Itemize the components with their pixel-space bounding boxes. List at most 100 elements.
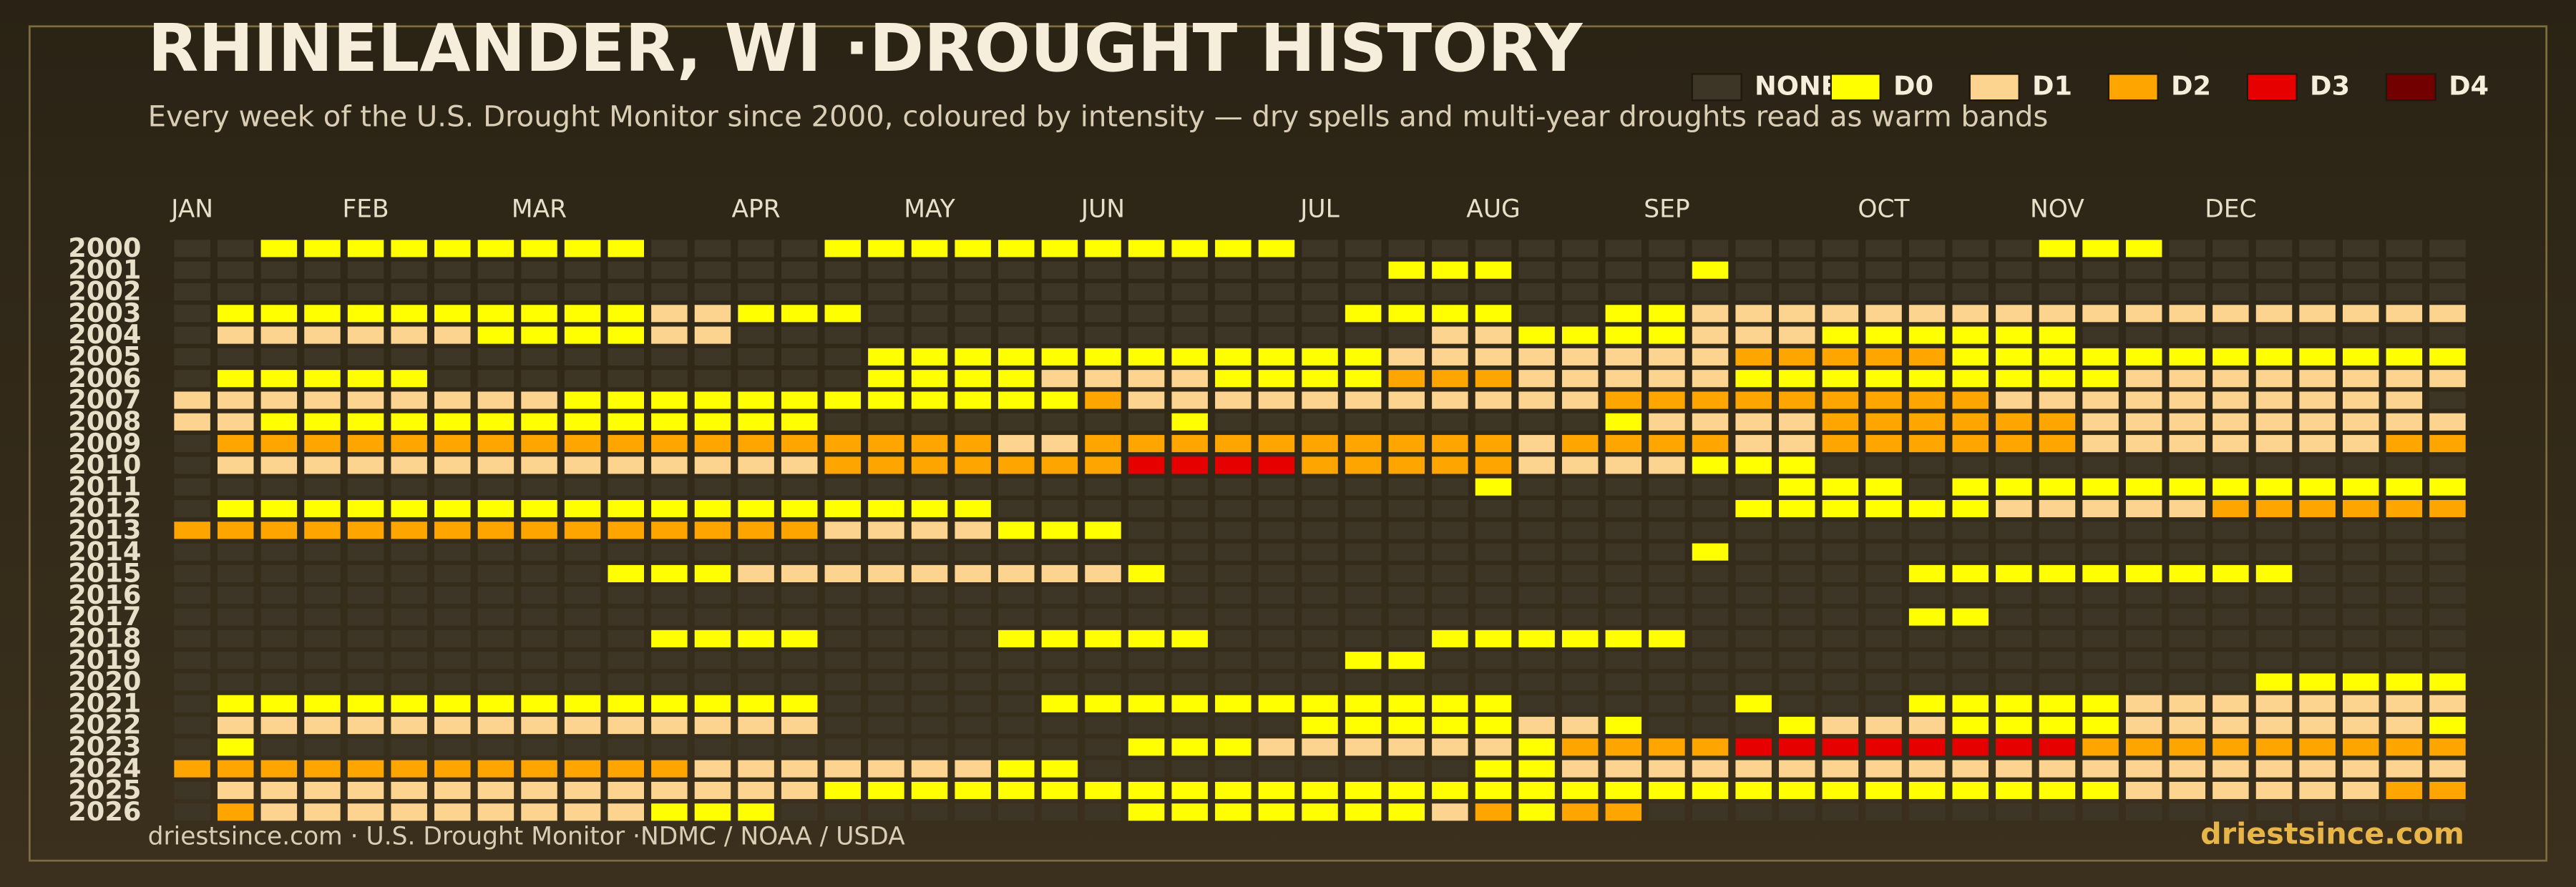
cell	[2169, 673, 2206, 691]
cell	[1908, 305, 1946, 323]
cell	[1432, 587, 1468, 604]
cell	[391, 781, 427, 800]
cell	[1865, 326, 1902, 344]
cell	[824, 521, 862, 539]
cell	[1302, 413, 1338, 431]
cell	[2212, 738, 2249, 756]
cell	[911, 695, 948, 712]
cell	[1128, 435, 1165, 453]
cell	[1561, 652, 1599, 670]
cell	[1215, 478, 1252, 496]
year-label: 2001	[68, 254, 141, 285]
cell	[1345, 240, 1382, 258]
cell	[998, 283, 1035, 301]
cell	[391, 587, 427, 604]
cell	[2125, 781, 2162, 800]
cell	[1561, 413, 1599, 431]
cell	[824, 652, 862, 670]
cell	[1518, 499, 1555, 518]
cell	[1475, 240, 1512, 258]
legend-label: D2	[2171, 70, 2211, 101]
cell	[1475, 608, 1512, 626]
cell	[1649, 499, 1685, 518]
cell	[2342, 564, 2379, 583]
cell	[1388, 326, 1425, 344]
cell	[651, 499, 688, 518]
cell	[2299, 760, 2336, 778]
cell	[1649, 521, 1685, 539]
cell	[1735, 760, 1772, 778]
cell	[477, 717, 514, 735]
cell	[2082, 673, 2119, 691]
cell	[608, 781, 644, 800]
cell	[2169, 564, 2206, 583]
year-label: 2019	[68, 645, 141, 675]
cell	[1085, 370, 1121, 388]
cell	[998, 738, 1035, 756]
cell	[564, 608, 601, 626]
cell	[738, 283, 774, 301]
cell	[2386, 261, 2423, 279]
cell	[1171, 261, 1208, 279]
cell	[1649, 435, 1685, 453]
cell	[1908, 695, 1946, 712]
cell	[1345, 695, 1382, 712]
cell	[1085, 348, 1121, 366]
cell	[217, 413, 254, 431]
cell	[868, 499, 904, 518]
cell	[1822, 608, 1859, 626]
cell	[868, 456, 904, 474]
cell	[2082, 760, 2119, 778]
cell	[2212, 564, 2249, 583]
cell	[868, 478, 904, 496]
cell	[868, 261, 904, 279]
cell	[434, 413, 471, 431]
cell	[2125, 717, 2162, 735]
cell	[2212, 283, 2249, 301]
cell	[1822, 499, 1859, 518]
cell	[1128, 478, 1165, 496]
cell	[824, 326, 862, 344]
cell	[1258, 521, 1295, 539]
cell	[1432, 781, 1468, 800]
cell	[1258, 240, 1295, 258]
cell	[217, 240, 254, 258]
cell	[1952, 717, 1989, 735]
cell	[2429, 652, 2466, 670]
cell	[1085, 326, 1121, 344]
cell	[1041, 261, 1078, 279]
cell	[1215, 499, 1252, 518]
cell	[2212, 240, 2249, 258]
cell	[824, 587, 862, 604]
cell	[1388, 629, 1425, 647]
cell	[434, 587, 471, 604]
cell	[1822, 240, 1859, 258]
cell	[1996, 499, 2032, 518]
cell	[2342, 608, 2379, 626]
chart-title: RHINELANDER, WI ·DROUGHT HISTORY	[148, 10, 1584, 87]
cell	[1952, 781, 1989, 800]
cell	[1735, 456, 1772, 474]
cell	[2386, 391, 2423, 409]
cell	[2429, 781, 2466, 800]
cell	[651, 564, 688, 583]
cell	[1388, 564, 1425, 583]
cell	[1302, 629, 1338, 647]
cell	[998, 370, 1035, 388]
cell	[1215, 564, 1252, 583]
cell	[1822, 738, 1859, 756]
cell	[1908, 326, 1946, 344]
cell	[521, 629, 557, 647]
cell	[1475, 391, 1512, 409]
cell	[1605, 695, 1642, 712]
cell	[2212, 348, 2249, 366]
cell	[1345, 781, 1382, 800]
cell	[1952, 608, 1989, 626]
cell	[2169, 391, 2206, 409]
cell	[1518, 781, 1555, 800]
cell	[998, 564, 1035, 583]
cell	[1779, 760, 1815, 778]
cell	[2386, 803, 2423, 821]
cell	[868, 629, 904, 647]
cell	[2386, 738, 2423, 756]
